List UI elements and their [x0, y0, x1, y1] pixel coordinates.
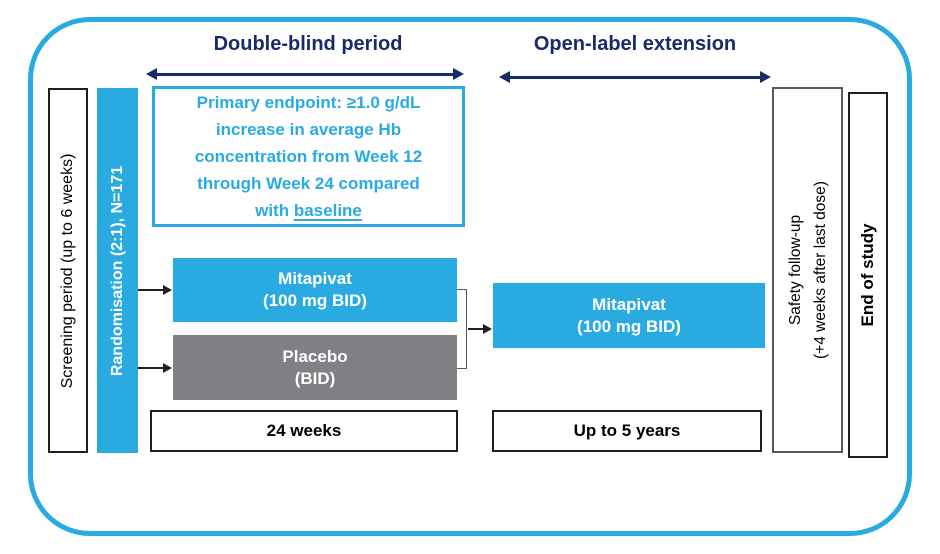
endpoint-last-line-prefix: with	[255, 201, 290, 220]
screening-period-label: Screening period (up to 6 weeks)	[59, 153, 76, 388]
arrow-head-icon	[163, 363, 172, 373]
arm-drug-name: Mitapivat	[592, 294, 666, 314]
mitapivat-double-blind-arm-box: Mitapivat (100 mg BID)	[173, 258, 457, 322]
endpoint-line: Primary endpoint: ≥1.0 g/dL	[196, 93, 421, 112]
screening-period-box: Screening period (up to 6 weeks)	[48, 88, 88, 453]
arrow-shaft	[155, 73, 455, 76]
arrow-left-head-icon	[146, 68, 157, 80]
arrow-shaft	[138, 367, 165, 369]
arm-drug-name: Placebo	[282, 346, 348, 366]
endpoint-baseline-underlined: baseline	[293, 201, 362, 220]
arrow-head-icon	[163, 285, 172, 295]
endpoint-line: through Week 24 compared	[197, 174, 420, 193]
arm-drug-name: Mitapivat	[278, 269, 352, 288]
safety-follow-up-label: Safety follow-up (+4 weeks after last do…	[783, 181, 833, 359]
mitapivat-open-label-arm-box: Mitapivat (100 mg BID)	[493, 283, 765, 348]
arms-join-bracket	[457, 289, 467, 369]
randomisation-label: Randomisation (2:1), N=171	[108, 165, 126, 376]
double-blind-duration-box: 24 weeks	[150, 410, 458, 452]
arrow-right-head-icon	[453, 68, 464, 80]
arrow-shaft	[468, 328, 485, 330]
double-blind-span-arrow	[146, 68, 464, 81]
safety-follow-up-line2: (+4 weeks after last dose)	[811, 181, 829, 359]
randomisation-box: Randomisation (2:1), N=171	[97, 88, 138, 453]
double-blind-period-header: Double-blind period	[213, 33, 403, 55]
arrow-right-head-icon	[760, 71, 771, 83]
randomisation-to-mitapivat-arrow	[138, 285, 172, 295]
arrow-left-head-icon	[499, 71, 510, 83]
arrow-shaft	[508, 76, 762, 79]
endpoint-line: concentration from Week 12	[194, 147, 423, 166]
end-of-study-label: End of study	[858, 223, 877, 327]
randomisation-to-placebo-arrow	[138, 363, 172, 373]
outer-rounded-border	[28, 17, 912, 536]
arm-dose: (100 mg BID)	[263, 291, 367, 310]
arrow-shaft	[138, 289, 165, 291]
placebo-arm-box: Placebo (BID)	[173, 335, 457, 400]
open-label-duration-box: Up to 5 years	[492, 410, 762, 452]
primary-endpoint-callout: Primary endpoint: ≥1.0 g/dL increase in …	[152, 86, 465, 227]
bracket-to-open-label-arrow	[468, 324, 492, 334]
safety-follow-up-box: Safety follow-up (+4 weeks after last do…	[772, 87, 843, 453]
endpoint-line: increase in average Hb	[215, 120, 402, 139]
safety-follow-up-line1: Safety follow-up	[786, 214, 804, 326]
arm-dose: (100 mg BID)	[577, 316, 681, 336]
end-of-study-box: End of study	[848, 92, 888, 458]
open-label-span-arrow	[499, 71, 771, 84]
arm-dose: (BID)	[294, 368, 336, 388]
open-label-extension-header: Open-label extension	[533, 33, 737, 55]
arrow-head-icon	[483, 324, 492, 334]
endpoint-last-line: with baseline	[255, 197, 362, 224]
